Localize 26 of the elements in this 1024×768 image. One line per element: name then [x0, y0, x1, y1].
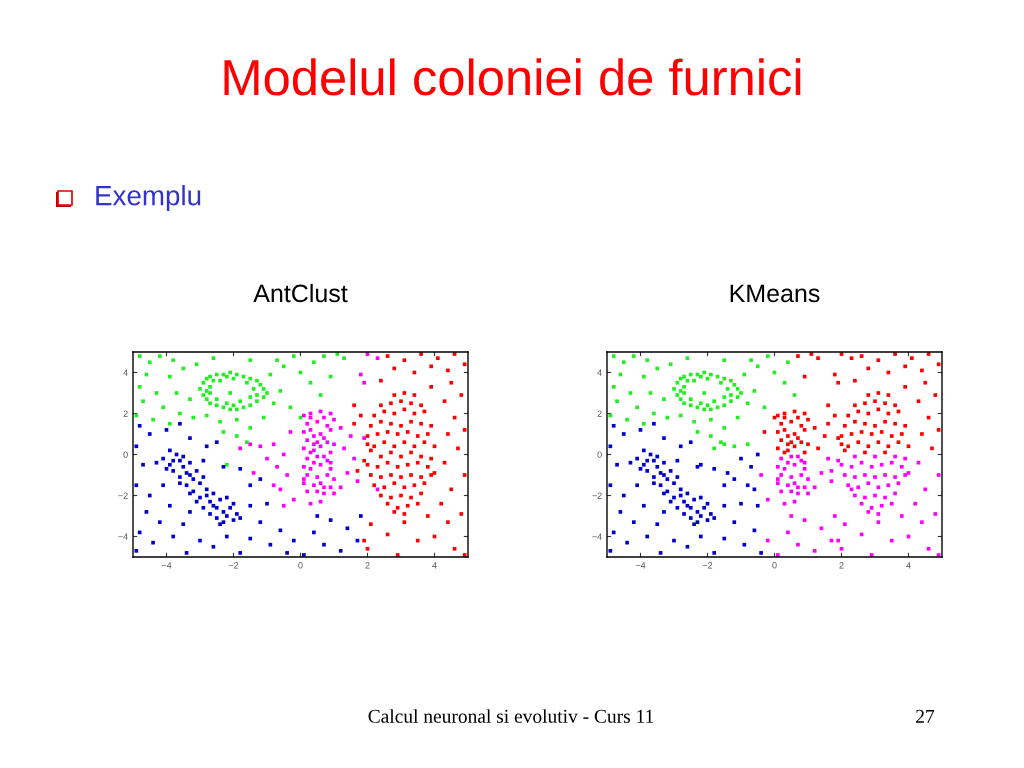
x-tick-label: −4	[635, 562, 646, 569]
text: Modelul coloniei de furnici	[224, 58, 801, 96]
y-tick-label: 2	[597, 410, 602, 417]
y-tick-label: −4	[592, 533, 602, 540]
x-tick-label: 2	[839, 562, 844, 569]
x-tick-label: −2	[228, 562, 239, 569]
y-tick-label: −2	[592, 492, 602, 499]
y-tick-label: 4	[597, 369, 602, 376]
x-tick-label: 4	[432, 562, 437, 569]
x-tick-label: 0	[298, 562, 303, 569]
x-tick-label: −4	[161, 562, 172, 569]
y-tick-label: 2	[123, 410, 128, 417]
x-tick-label: −2	[702, 562, 713, 569]
y-tick-label: 4	[123, 369, 128, 376]
text: 27	[916, 709, 935, 723]
x-tick-label: 4	[906, 562, 911, 569]
y-tick-label: −2	[118, 492, 128, 499]
chart-title: KMeans	[730, 284, 820, 303]
y-tick-label: 0	[123, 451, 128, 458]
x-tick-label: 0	[772, 562, 777, 569]
text: Calcul neuronal si evolutiv - Curs 11	[368, 709, 654, 723]
y-tick-label: −4	[118, 533, 128, 540]
x-tick-label: 2	[365, 562, 370, 569]
y-tick-label: 0	[597, 451, 602, 458]
chart-title: AntClust	[253, 283, 348, 303]
text: Exemplu	[96, 185, 201, 211]
